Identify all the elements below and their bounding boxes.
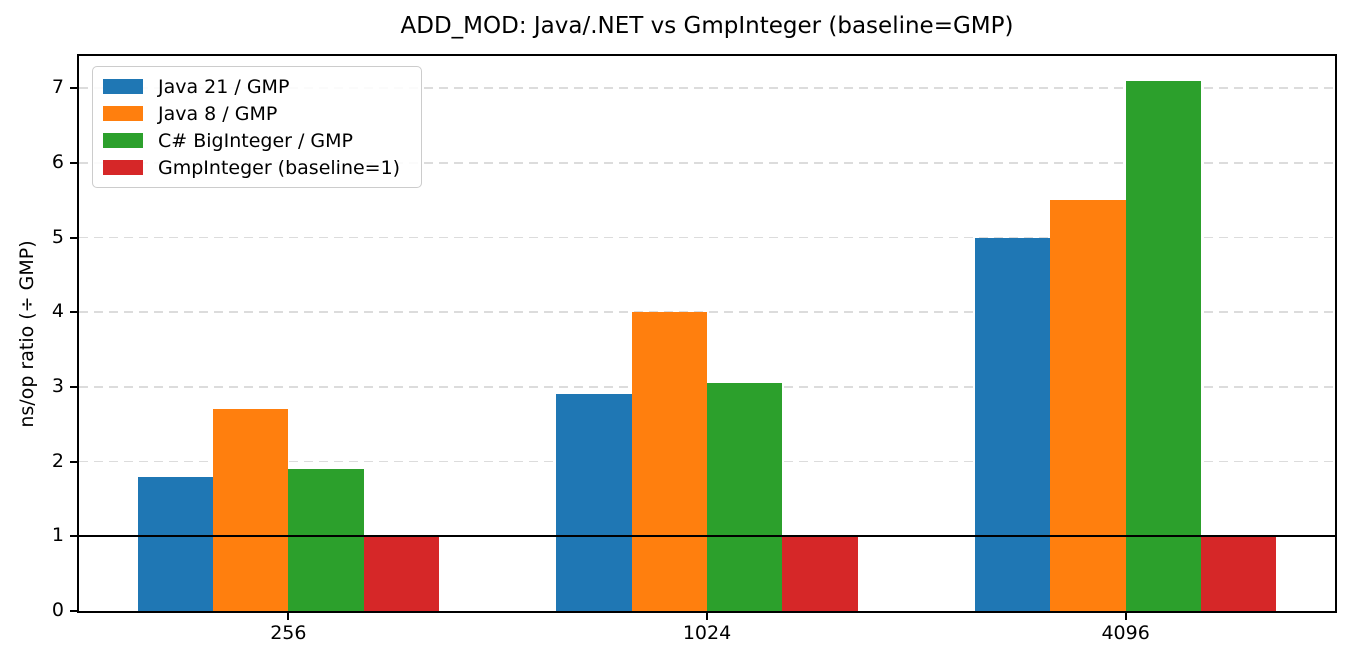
legend-swatch-icon xyxy=(103,133,143,148)
bar-gmpinteger-baseline-1--1024 xyxy=(782,536,858,611)
legend: Java 21 / GMP Java 8 / GMP C# BigInteger /… xyxy=(92,66,422,188)
chart-title: ADD_MOD: Java/.NET vs GmpInteger (baseli… xyxy=(400,13,1014,39)
y-tick-mark-3 xyxy=(70,385,77,388)
legend-swatch-icon xyxy=(103,79,143,94)
y-tick-label-4: 4 xyxy=(51,300,64,323)
x-tick-mark-1024 xyxy=(706,613,708,620)
legend-label: Java 21 / GMP xyxy=(158,75,290,98)
legend-item-c-biginteger-gmp: C# BigInteger / GMP xyxy=(103,127,411,154)
legend-item-java-8-gmp: Java 8 / GMP xyxy=(103,100,411,127)
y-tick-mark-0 xyxy=(70,610,77,612)
y-tick-label-3: 3 xyxy=(51,374,64,397)
gridline-y6 xyxy=(79,162,1335,164)
gridline-y5 xyxy=(79,236,1335,239)
plot-area xyxy=(77,54,1337,613)
legend-item-gmpinteger-baseline-1-: GmpInteger (baseline=1) xyxy=(103,154,411,181)
x-tick-label-1024: 1024 xyxy=(682,622,732,644)
baseline-y1 xyxy=(79,535,1335,538)
y-tick-mark-6 xyxy=(70,161,77,164)
bar-java-8-gmp-256 xyxy=(212,409,289,611)
x-tick-mark-256 xyxy=(287,613,290,620)
bar-c-biginteger-gmp-256 xyxy=(288,469,364,611)
bar-c-biginteger-gmp-1024 xyxy=(707,383,783,611)
x-tick-label-256: 256 xyxy=(270,622,307,644)
bar-gmpinteger-baseline-1--256 xyxy=(363,536,440,611)
legend-swatch-icon xyxy=(103,160,143,175)
legend-label: Java 8 / GMP xyxy=(158,102,278,125)
bar-gmpinteger-baseline-1--4096 xyxy=(1201,536,1277,611)
y-tick-label-2: 2 xyxy=(51,449,64,472)
y-tick-mark-7 xyxy=(70,87,77,90)
y-tick-mark-5 xyxy=(70,236,77,239)
bar-c-biginteger-gmp-4096 xyxy=(1125,80,1202,611)
y-tick-label-1: 1 xyxy=(51,524,64,547)
y-tick-mark-1 xyxy=(70,535,77,538)
y-tick-label-7: 7 xyxy=(51,76,64,99)
gridline-y4 xyxy=(79,311,1335,314)
x-tick-label-4096: 4096 xyxy=(1101,622,1150,644)
y-tick-label-6: 6 xyxy=(51,150,64,173)
bar-java-21-gmp-1024 xyxy=(556,394,632,611)
bar-java-21-gmp-4096 xyxy=(974,237,1051,611)
y-tick-mark-2 xyxy=(70,460,77,463)
legend-label: GmpInteger (baseline=1) xyxy=(158,156,401,179)
y-tick-label-0: 0 xyxy=(51,599,64,621)
y-tick-label-5: 5 xyxy=(51,225,64,248)
x-tick-mark-4096 xyxy=(1124,613,1127,620)
legend-label: C# BigInteger / GMP xyxy=(158,129,354,152)
y-tick-mark-4 xyxy=(70,311,77,314)
legend-item-java-21-gmp: Java 21 / GMP xyxy=(103,73,411,100)
y-axis-label: ns/op ratio (÷ GMP) xyxy=(16,240,38,428)
bar-java-21-gmp-256 xyxy=(137,476,213,611)
legend-swatch-icon xyxy=(103,106,143,121)
bar-java-8-gmp-4096 xyxy=(1050,200,1126,611)
bar-java-8-gmp-1024 xyxy=(631,312,707,611)
gridline-y7 xyxy=(79,87,1335,89)
